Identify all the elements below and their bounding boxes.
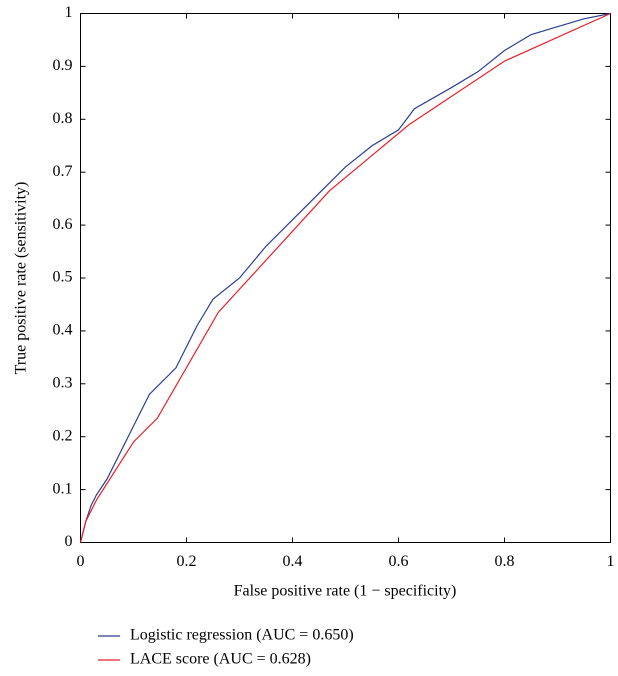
- y-tick-label: 0.4: [53, 322, 73, 339]
- x-tick-label: 0.8: [495, 553, 515, 570]
- roc-line: [79, 12, 611, 543]
- y-tick-label: 0.9: [53, 57, 73, 74]
- legend-label: Logistic regression (AUC = 0.650): [130, 627, 354, 644]
- y-tick-label: 0.1: [53, 480, 73, 497]
- x-tick-label: 0.6: [389, 553, 409, 570]
- plot-frame: [80, 13, 611, 543]
- roc-line: [79, 12, 611, 543]
- y-axis-label: True positive rate (sensitivity): [13, 182, 30, 375]
- legend-label: LACE score (AUC = 0.628): [130, 651, 311, 668]
- y-tick-label: 0.5: [53, 269, 73, 286]
- y-tick-label: 0.3: [53, 374, 73, 391]
- y-tick-label: 0.2: [53, 427, 73, 444]
- y-tick-label: 0.7: [53, 163, 73, 180]
- x-tick-label: 0: [77, 553, 85, 570]
- x-tick-label: 1: [607, 553, 615, 570]
- x-axis-label: False positive rate (1 − specificity): [234, 583, 457, 600]
- y-tick-label: 0: [65, 533, 73, 550]
- x-tick-label: 0.2: [177, 553, 197, 570]
- y-tick-label: 0.8: [53, 110, 73, 127]
- y-tick-label: 0.6: [53, 216, 73, 233]
- x-tick-label: 0.4: [283, 553, 303, 570]
- y-tick-label: 1: [65, 4, 73, 21]
